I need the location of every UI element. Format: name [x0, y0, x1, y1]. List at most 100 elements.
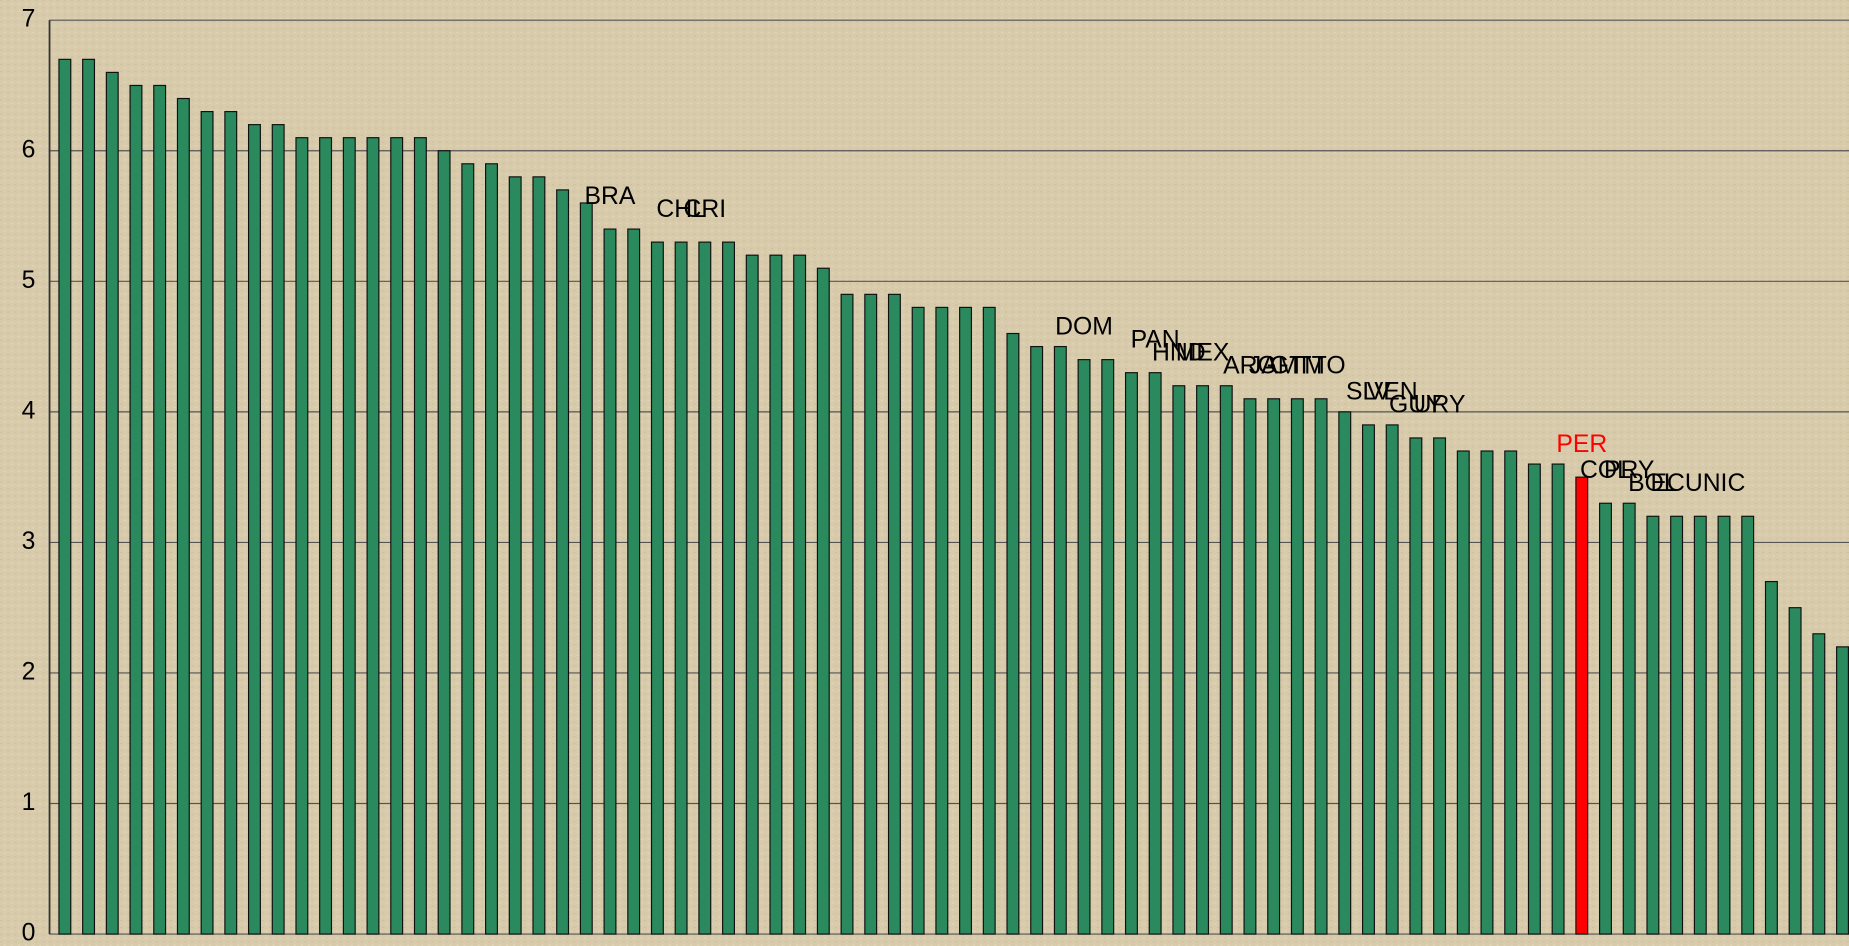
bar	[319, 137, 333, 935]
bar-label: COL	[1580, 457, 1631, 484]
bar	[1456, 450, 1470, 935]
bar	[1622, 502, 1636, 935]
bar	[1670, 515, 1684, 935]
bar	[1053, 345, 1067, 935]
bar	[1527, 463, 1541, 935]
y-tick-label: 3	[22, 528, 36, 555]
bar	[1693, 515, 1707, 935]
bar-label: CRI	[684, 196, 727, 223]
bar	[461, 163, 475, 935]
bar	[982, 306, 996, 935]
bar	[1551, 463, 1565, 935]
bar-label: ARG	[1223, 353, 1277, 380]
y-tick-label: 2	[22, 659, 36, 686]
bar	[745, 254, 759, 935]
bar	[1480, 450, 1494, 935]
bar	[1385, 424, 1399, 935]
bar	[1219, 385, 1233, 935]
bar	[935, 306, 949, 935]
bar	[556, 189, 570, 935]
bar	[1575, 476, 1589, 935]
bar	[1433, 437, 1447, 935]
bar-label: SLV	[1346, 379, 1391, 406]
bar	[1338, 411, 1352, 935]
bar	[295, 137, 309, 935]
bar	[864, 293, 878, 935]
bar	[271, 124, 285, 935]
bar	[1077, 359, 1091, 935]
bar	[722, 241, 736, 935]
bar	[153, 84, 167, 935]
bar	[1717, 515, 1731, 935]
bar	[1504, 450, 1518, 935]
bar-label: DOM	[1055, 313, 1113, 340]
bar	[1409, 437, 1423, 935]
bar-label: GUY	[1389, 392, 1443, 419]
bar-label: JAM	[1249, 353, 1299, 380]
bar-label: MEX	[1176, 339, 1230, 366]
y-tick-label: 1	[22, 789, 36, 816]
y-tick-label: 0	[22, 920, 36, 946]
bar	[674, 241, 688, 935]
y-tick-label: 5	[22, 267, 36, 294]
bar	[840, 293, 854, 935]
bar	[650, 241, 664, 935]
y-tick-label: 4	[22, 397, 36, 424]
bar	[769, 254, 783, 935]
bar	[1361, 424, 1375, 935]
bar	[247, 124, 261, 935]
bar-label: TTO	[1297, 353, 1346, 380]
bar	[1646, 515, 1660, 935]
bar	[437, 150, 451, 935]
bar	[58, 58, 72, 935]
bar	[105, 71, 119, 935]
bar	[129, 84, 143, 935]
bar	[816, 267, 830, 935]
bar-label: GTM	[1270, 353, 1325, 380]
bar	[413, 137, 427, 935]
bar	[698, 241, 712, 935]
bar-label: HND	[1152, 339, 1206, 366]
bar	[532, 176, 546, 935]
bar	[1006, 332, 1020, 935]
bar	[1314, 398, 1328, 935]
bar	[1764, 580, 1778, 935]
y-tick-label: 7	[22, 6, 36, 33]
bar	[1812, 633, 1826, 935]
bar	[603, 228, 617, 935]
bar-label: NIC	[1703, 470, 1746, 497]
bar	[176, 97, 190, 935]
bar	[1267, 398, 1281, 935]
bar-label: VEN	[1367, 379, 1418, 406]
bar	[1836, 646, 1849, 935]
bar	[342, 137, 356, 935]
bar-label: BOL	[1628, 470, 1678, 497]
bar	[793, 254, 807, 935]
bar-label: PER	[1556, 431, 1607, 458]
bar	[485, 163, 498, 935]
bar-label: ECU	[1650, 470, 1702, 497]
bar-label: BRA	[585, 183, 636, 210]
bar	[224, 110, 238, 935]
bar	[887, 293, 901, 935]
y-tick-label: 6	[22, 136, 36, 163]
bar	[911, 306, 925, 935]
bar-label: CHL	[656, 196, 706, 223]
bar	[1788, 607, 1802, 935]
bar-label: PAN	[1131, 326, 1180, 353]
bar	[366, 137, 380, 935]
bar	[1290, 398, 1304, 935]
bar	[627, 228, 641, 935]
bar	[200, 110, 214, 935]
bar	[508, 176, 522, 935]
bar	[1124, 372, 1138, 935]
bar-label: PRY	[1604, 457, 1654, 484]
bar	[1741, 515, 1755, 935]
bar	[1030, 345, 1044, 935]
bar	[1148, 372, 1162, 935]
bar	[579, 202, 593, 935]
bar	[82, 58, 96, 935]
bar	[1599, 502, 1612, 935]
